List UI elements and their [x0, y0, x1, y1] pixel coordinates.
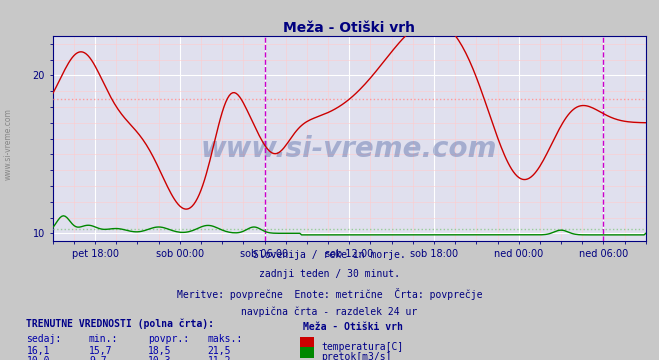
Text: sedaj:: sedaj:: [26, 334, 61, 344]
Text: Meritve: povprečne  Enote: metrične  Črta: povprečje: Meritve: povprečne Enote: metrične Črta:…: [177, 288, 482, 300]
Text: min.:: min.:: [89, 334, 119, 344]
Text: navpična črta - razdelek 24 ur: navpična črta - razdelek 24 ur: [241, 306, 418, 317]
Text: Slovenija / reke in morje.: Slovenija / reke in morje.: [253, 250, 406, 260]
Text: povpr.:: povpr.:: [148, 334, 189, 344]
Text: 21,5: 21,5: [208, 346, 231, 356]
Text: maks.:: maks.:: [208, 334, 243, 344]
Text: TRENUTNE VREDNOSTI (polna črta):: TRENUTNE VREDNOSTI (polna črta):: [26, 319, 214, 329]
Text: 16,1: 16,1: [26, 346, 50, 356]
Title: Meža - Otiški vrh: Meža - Otiški vrh: [283, 21, 415, 35]
Text: temperatura[C]: temperatura[C]: [322, 342, 404, 352]
Text: zadnji teden / 30 minut.: zadnji teden / 30 minut.: [259, 269, 400, 279]
Text: 15,7: 15,7: [89, 346, 113, 356]
Text: 10,3: 10,3: [148, 356, 172, 360]
Text: 11,2: 11,2: [208, 356, 231, 360]
Text: pretok[m3/s]: pretok[m3/s]: [322, 352, 392, 360]
Text: 18,5: 18,5: [148, 346, 172, 356]
Text: Meža - Otiški vrh: Meža - Otiški vrh: [303, 322, 403, 332]
Text: 10,0: 10,0: [26, 356, 50, 360]
Text: www.si-vreme.com: www.si-vreme.com: [201, 135, 498, 163]
Text: 9,7: 9,7: [89, 356, 107, 360]
Text: www.si-vreme.com: www.si-vreme.com: [3, 108, 13, 180]
